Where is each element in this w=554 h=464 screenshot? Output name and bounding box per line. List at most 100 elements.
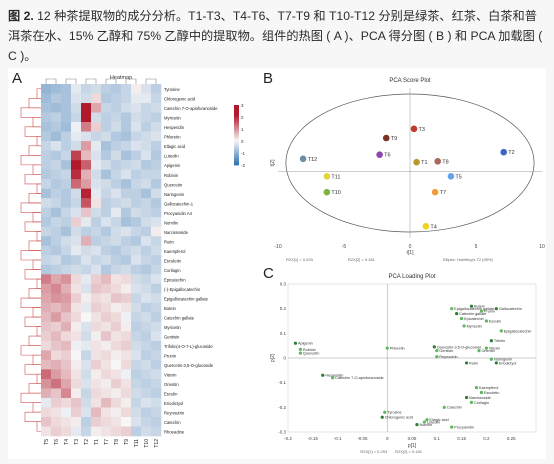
heatmap-cell xyxy=(91,331,102,342)
dendrogram-branch xyxy=(36,278,41,289)
heatmap-cell xyxy=(81,397,92,408)
heatmap-cell xyxy=(91,283,102,294)
dendrogram-branch xyxy=(36,231,41,242)
heatmap-cell xyxy=(151,283,162,294)
legend-swatch xyxy=(234,137,239,140)
loading-point xyxy=(489,339,493,343)
loading-point-label: Orientin xyxy=(481,349,494,353)
heatmap-cell xyxy=(111,321,122,332)
heatmap-cell xyxy=(111,264,122,275)
heatmap-cell xyxy=(61,179,72,189)
heatmap-cell xyxy=(151,198,162,208)
score-point xyxy=(323,188,331,196)
heatmap-cell xyxy=(81,312,92,323)
heatmap-cell xyxy=(81,350,92,361)
heatmap-cell xyxy=(71,207,82,218)
heatmap-cell xyxy=(91,274,102,285)
legend-swatch xyxy=(234,119,239,122)
heatmap-cell xyxy=(61,369,72,380)
heatmap-cell xyxy=(71,150,82,161)
heatmap-cell xyxy=(41,359,52,370)
dendrogram-branch xyxy=(28,97,41,109)
loading-point-label: Quercetin xyxy=(303,351,319,355)
score-point xyxy=(500,148,508,156)
heatmap-row-label: Quercetin-3,5-O-glucoside xyxy=(164,363,214,368)
loading-y-tick-label: 0.2 xyxy=(280,306,287,311)
heatmap-cell xyxy=(51,103,62,113)
loading-point xyxy=(484,319,488,323)
heatmap-cell xyxy=(111,112,122,123)
heatmap-col-label: T8 xyxy=(114,439,120,445)
heatmap-cell xyxy=(51,84,62,94)
heatmap-cell xyxy=(141,283,152,294)
dendrogram-branch xyxy=(24,221,41,232)
legend-swatch xyxy=(234,109,239,112)
heatmap-cell xyxy=(71,122,82,132)
heatmap-cell xyxy=(51,122,62,132)
heatmap-cell xyxy=(51,378,62,389)
heatmap-cell xyxy=(71,359,82,370)
loading-point-label: Prunin xyxy=(484,310,495,314)
heatmap-cell xyxy=(131,312,142,323)
heatmap-cell xyxy=(81,160,92,170)
heatmap-cell xyxy=(151,350,162,361)
heatmap-cell xyxy=(131,217,142,228)
heatmap-cell xyxy=(61,274,72,285)
figure-panel: Heatmap Tyrosine Chlorogenic acid Catechin … xyxy=(8,68,546,459)
heatmap-cell xyxy=(91,397,102,408)
heatmap-cell xyxy=(111,122,122,132)
legend-swatch xyxy=(234,153,239,156)
heatmap-cell xyxy=(71,331,82,342)
heatmap-cell xyxy=(61,169,72,180)
heatmap-cell xyxy=(51,274,62,285)
heatmap-cell xyxy=(131,416,142,427)
loading-y-tick-label: -0.3 xyxy=(278,430,286,435)
dendrogram-branch xyxy=(32,116,41,128)
dendrogram-branch xyxy=(36,421,41,432)
legend-swatch xyxy=(234,161,239,164)
heatmap-cell xyxy=(151,340,162,351)
heatmap-cell xyxy=(151,321,162,332)
heatmap-cell xyxy=(121,112,132,123)
heatmap-cell xyxy=(61,226,72,237)
heatmap-cell xyxy=(51,350,62,361)
heatmap-cell xyxy=(141,198,152,208)
loading-point xyxy=(499,329,503,333)
heatmap-cell xyxy=(131,141,142,151)
heatmap-cell xyxy=(121,407,132,418)
legend-swatch xyxy=(234,141,239,144)
heatmap-row-label: Esculin xyxy=(164,392,178,397)
heatmap-cell xyxy=(101,378,112,389)
heatmap-cell xyxy=(131,378,142,389)
score-point-label: T5 xyxy=(455,174,461,180)
heatmap-cell xyxy=(131,207,142,218)
legend-swatch xyxy=(234,113,239,116)
heatmap-cell xyxy=(81,103,92,113)
legend-swatch xyxy=(234,139,239,142)
heatmap-cell xyxy=(51,188,62,199)
heatmap-cell xyxy=(111,236,122,247)
heatmap-row-label: Naringenin xyxy=(164,192,185,197)
heatmap-cell xyxy=(41,416,52,427)
loading-point xyxy=(435,349,439,353)
heatmap-cell xyxy=(91,179,102,189)
heatmap-cell xyxy=(81,217,92,228)
heatmap-cell xyxy=(81,188,92,199)
heatmap-cell xyxy=(41,131,52,142)
dendrogram-branch xyxy=(28,288,41,299)
heatmap-row-label: Trifolin(4-O-7-L)-glucoside xyxy=(164,344,213,349)
heatmap-title: Heatmap xyxy=(110,75,132,81)
heatmap-cell xyxy=(81,131,92,142)
heatmap-row-label: Robinin xyxy=(164,173,179,178)
score-point-label: T11 xyxy=(331,174,340,180)
legend-swatch xyxy=(234,127,239,130)
heatmap-cell xyxy=(111,245,122,256)
heatmap-cell xyxy=(141,160,152,170)
heatmap-cell xyxy=(101,93,112,104)
heatmap-cell xyxy=(71,416,82,427)
legend-tick-label: -2 xyxy=(241,163,245,168)
heatmap-cell xyxy=(51,283,62,294)
heatmap-cell xyxy=(111,226,122,237)
loading-point-label: Catechin gallate xyxy=(459,312,486,316)
heatmap-cell xyxy=(41,207,52,218)
